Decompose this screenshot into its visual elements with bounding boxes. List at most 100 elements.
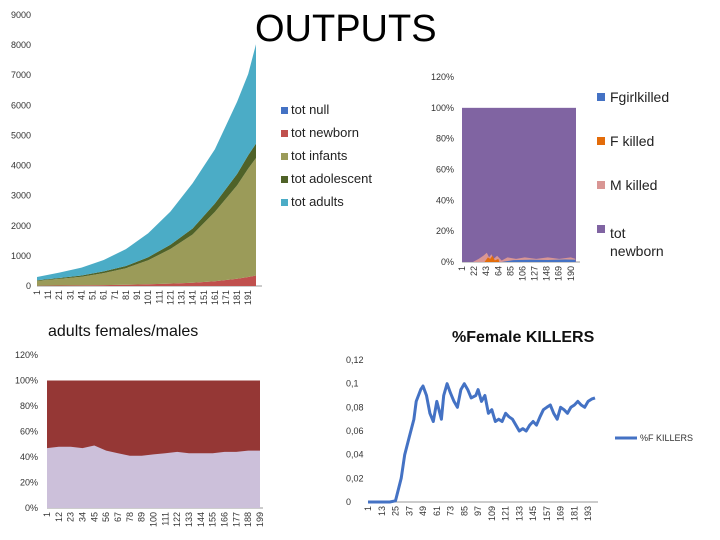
x-tick-label: 49	[418, 506, 428, 516]
x-tick-label: 166	[220, 512, 230, 527]
x-tick-label: 171	[221, 290, 231, 305]
x-tick-label: 22	[469, 266, 479, 276]
legend-swatch	[597, 225, 605, 233]
y-tick-label: 40%	[436, 195, 454, 205]
legend-swatch	[597, 137, 605, 145]
y-tick-label: 7000	[11, 70, 31, 80]
x-tick-label: 1	[363, 506, 373, 511]
area-F-killed	[484, 255, 500, 262]
x-tick-label: 43	[481, 266, 491, 276]
x-tick-label: 11	[43, 290, 53, 299]
x-tick-label: 188	[243, 512, 253, 527]
x-tick-label: 157	[542, 506, 552, 521]
x-tick-label: 141	[188, 290, 198, 305]
x-tick-label: 133	[184, 512, 194, 527]
killed-chart: 0% 20% 40% 60% 80% 100% 120% 1 22 43 64 85 106 127 148…	[431, 72, 669, 281]
legend-swatch	[597, 181, 605, 189]
x-tick-label: 177	[231, 512, 241, 527]
y-tick-label: 20%	[20, 478, 38, 488]
x-tick-label: 23	[66, 512, 76, 522]
y-tick-label: 0,1	[346, 379, 359, 389]
x-tick-label: 106	[517, 266, 527, 281]
legend-label: tot adolescent	[291, 171, 372, 186]
y-tick-label: 9000	[11, 10, 31, 20]
legend-label: newborn	[610, 243, 664, 259]
x-tick-label: 25	[391, 506, 401, 516]
legend-label: tot adults	[291, 194, 344, 209]
y-tick-label: 40%	[20, 452, 38, 462]
x-tick-label: 100	[149, 512, 159, 527]
y-tick-label: 0%	[25, 503, 38, 513]
x-tick-label: 1	[32, 290, 42, 295]
area-Fgirlkilled	[501, 259, 576, 262]
x-tick-label: 148	[542, 266, 552, 281]
x-tick-label: 31	[65, 290, 75, 300]
legend-swatch	[281, 199, 288, 206]
legend-label: %F KILLERS	[640, 433, 693, 443]
x-tick-label: 61	[432, 506, 442, 516]
area-tot-adolescent	[37, 143, 256, 281]
y-tick-label: 6000	[11, 100, 31, 110]
x-tick-label: 109	[487, 506, 497, 521]
y-tick-label: 80%	[20, 401, 38, 411]
x-tick-label: 85	[459, 506, 469, 516]
area-tot-adults	[37, 44, 256, 281]
x-tick-label: 191	[243, 290, 253, 305]
y-tick-label: 80%	[436, 134, 454, 144]
y-tick-label: 0,04	[346, 450, 364, 460]
legend-label: F killed	[610, 133, 654, 149]
area-tot-newborn	[37, 275, 256, 286]
area-tot-newborn	[462, 107, 576, 262]
x-tick-label: 131	[177, 290, 187, 305]
x-tick-label: 1	[42, 512, 52, 517]
y-tick-label: 3000	[11, 191, 31, 201]
x-tick-label: 67	[113, 512, 123, 522]
area-females	[47, 445, 260, 508]
legend-swatch	[597, 93, 605, 101]
x-tick-label: 45	[89, 512, 99, 522]
female-killers-chart: %Female KILLERS 0 0,02 0,04 0,06 0,08 0,1 0,12 1…	[346, 329, 693, 521]
legend-label: M killed	[610, 177, 657, 193]
x-tick-label: 41	[76, 290, 86, 300]
legend-label: tot newborn	[291, 125, 359, 140]
legend-label: tot infants	[291, 148, 348, 163]
x-tick-label: 97	[473, 506, 483, 516]
legend-swatch	[281, 107, 288, 114]
y-tick-label: 100%	[15, 376, 38, 386]
y-tick-label: 4000	[11, 161, 31, 171]
x-tick-label: 81	[121, 290, 131, 300]
x-tick-label: 78	[125, 512, 135, 522]
y-tick-label: 0,08	[346, 402, 364, 412]
x-tick-label: 34	[78, 512, 88, 522]
x-tick-label: 21	[54, 290, 64, 300]
sexratio-chart: adults females/males0%20%40%60%80%100%12…	[15, 323, 265, 527]
y-tick-label: 60%	[436, 165, 454, 175]
x-tick-label: 91	[132, 290, 142, 300]
x-tick-label: 127	[530, 266, 540, 281]
x-tick-label: 193	[583, 506, 593, 521]
x-tick-label: 64	[493, 266, 503, 276]
x-tick-label: 13	[377, 506, 387, 516]
legend-swatch	[281, 176, 288, 183]
y-tick-label: 100%	[431, 103, 454, 113]
y-tick-label: 5000	[11, 130, 31, 140]
x-tick-label: 155	[208, 512, 218, 527]
y-tick-label: 1000	[11, 251, 31, 261]
legend-label: tot null	[291, 102, 329, 117]
x-tick-label: 144	[196, 512, 206, 527]
chart-title: adults females/males	[48, 323, 198, 340]
legend-label: tot	[610, 225, 626, 241]
x-tick-label: 85	[505, 266, 515, 276]
y-tick-label: 0,02	[346, 473, 364, 483]
x-tick-label: 122	[172, 512, 182, 527]
y-tick-label: 120%	[15, 350, 38, 360]
x-tick-label: 181	[569, 506, 579, 521]
legend-swatch	[281, 153, 288, 160]
x-tick-label: 169	[554, 266, 564, 281]
line-female-killers	[368, 382, 596, 504]
x-tick-label: 37	[404, 506, 414, 516]
x-tick-label: 56	[101, 512, 111, 522]
y-tick-label: 0,12	[346, 355, 364, 365]
x-tick-label: 151	[199, 290, 209, 305]
